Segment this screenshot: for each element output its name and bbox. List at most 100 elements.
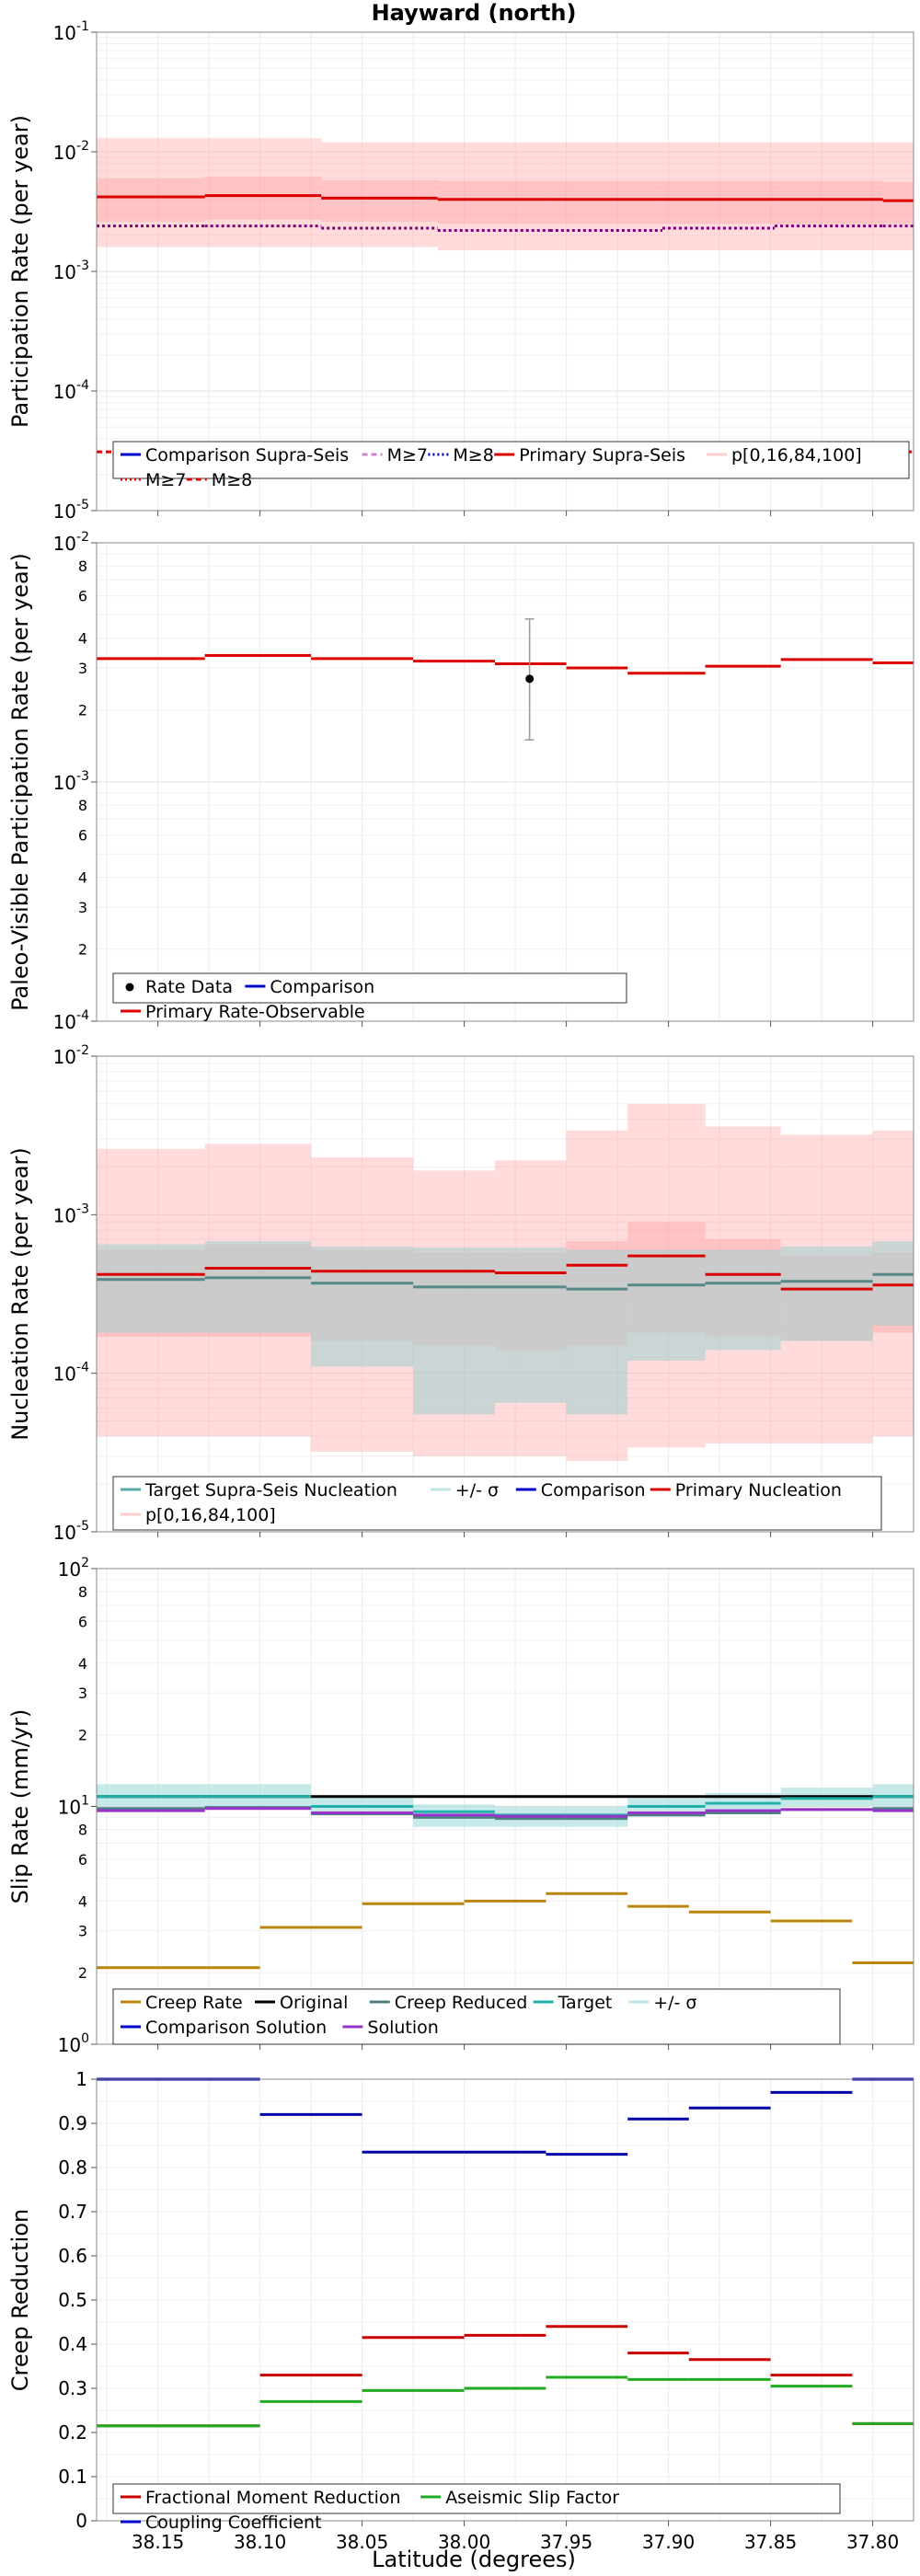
band-p-0-16-84-100- [549,142,662,251]
y-tick-label: 0.9 [58,2112,87,2134]
band-- [627,1249,706,1362]
band-- [705,1249,781,1351]
y-tick-label: 1 [75,2068,87,2090]
band-p-0-16-84-100- [204,138,322,247]
legend: Target Supra-Seis Nucleation +/- σ Compari… [112,1476,882,1531]
y-minor-label: 3 [78,1923,87,1940]
grid [97,32,914,512]
legend-label: p[0,16,84,100] [145,1505,276,1525]
y-axis-label: Creep Reduction [7,2209,33,2391]
y-tick-label: 10-3 [53,1202,89,1226]
legend-box [112,1476,882,1531]
y-minor-label: 2 [78,702,87,719]
legend-label: M≥7 [387,445,428,466]
y-minor-label: 2 [78,941,87,959]
legend-marker [125,983,134,992]
y-tick-label: 10-5 [53,1519,89,1544]
y-minor-label: 4 [78,1655,87,1673]
legend-label: Primary Supra-Seis [519,445,685,466]
y-tick-label: 10-3 [53,769,89,794]
y-tick-label: 100 [58,2031,89,2056]
chart-slip: 100 101 102 2 3 4 6 8 2 3 4 6 8 Slip Rate (mm/yr) Cree… [7,1556,914,2056]
legend-label: M≥8 [212,470,252,490]
y-minor-label: 2 [78,1727,87,1744]
plot-frame [96,1055,914,1533]
y-axis-label: Participation Rate (per year) [7,115,33,428]
legend-label: +/- σ [455,1480,499,1501]
legend-box [112,2483,841,2514]
band-- [494,1248,567,1403]
band-p-0-16-84-100- [775,142,883,251]
band-p-0-16-84-100- [661,142,776,251]
y-tick-label: 10-1 [53,19,89,44]
y-tick-label: 0 [75,2510,87,2532]
y-tick-label: 10-5 [53,498,89,523]
y-minor-label: 3 [78,899,87,916]
x-tick-label: 38.05 [336,2531,388,2553]
band-- [872,1241,914,1326]
y-tick-label: 102 [58,1556,89,1581]
y-tick-label: 101 [58,1794,89,1819]
band-- [566,1249,628,1415]
band-p-16-84- [437,180,550,224]
y-tick-label: 0.2 [58,2421,87,2444]
y-tick-label: 10-3 [53,259,89,283]
chart-nucleation: 10-5 10-4 10-3 10-2 Nucleation Rate (per yea… [7,1043,914,1544]
y-tick-label: 0.5 [58,2289,87,2311]
legend-label: Comparison [270,977,374,997]
x-tick-label: 38.10 [234,2531,286,2553]
y-tick-label: 0.7 [58,2201,87,2223]
band-p-16-84- [97,178,205,223]
legend-label: M≥7 [145,470,186,490]
legend-label: +/- σ [653,1993,696,2013]
x-tick-label: 37.80 [846,2531,899,2553]
legend-label: Comparison Supra-Seis [145,445,349,466]
legend: Fractional Moment Reduction Aseismic Slip… [112,2483,841,2533]
x-tick-label: 38.15 [132,2531,184,2553]
y-tick-label: 10-2 [53,530,89,555]
x-tick-label: 38.00 [438,2531,490,2553]
rate-data-point [525,674,535,684]
y-minor-label: 2 [78,1964,87,1982]
figure-title: Hayward (north) [372,0,577,26]
legend-label: M≥8 [453,445,493,466]
y-minor-label: 8 [78,1583,87,1601]
band-p-0-16-84-100- [437,142,550,251]
band-- [204,1241,312,1333]
grid [97,2078,914,2522]
legend-label: Target [558,1993,613,2013]
band-p-16-84- [204,176,322,220]
y-tick-label: 10-4 [53,378,90,403]
band-- [780,1246,873,1341]
y-tick-label: 10-2 [53,1043,89,1068]
legend-box [112,972,627,1004]
y-tick-label: 10-4 [53,1008,90,1033]
legend-label: Creep Rate [145,1993,243,2013]
legend-label: Original [280,1993,348,2013]
legend-label: Comparison [541,1480,646,1501]
y-tick-label: 0.1 [58,2466,87,2488]
y-tick-label: 0.3 [58,2377,87,2399]
y-tick-label: 10-4 [53,1361,90,1386]
x-axis-label: Latitude (degrees) [372,2547,576,2572]
x-tick-label: 37.85 [744,2531,797,2553]
band-p-16-84- [321,179,438,223]
legend-label: Creep Reduced [395,1993,527,2013]
legend-label: p[0,16,84,100] [731,445,862,466]
legend-box [112,1988,841,2045]
y-minor-label: 4 [78,1892,87,1910]
y-minor-label: 8 [78,797,87,814]
legend-label: Solution [367,2018,438,2038]
y-minor-label: 6 [78,827,87,845]
legend-label: Primary Nucleation [675,1480,842,1501]
band-p-0-16-84-100- [882,142,914,251]
y-tick-label: 0.8 [58,2156,87,2179]
y-minor-label: 4 [78,868,87,886]
chart-paleo: 10-4 10-3 10-2 2 3 4 6 8 2 3 4 6 8 Paleo-Visible Part… [7,530,914,1033]
y-minor-label: 3 [78,660,87,677]
legend-label: Coupling Coefficient [145,2513,322,2533]
x-tick-label: 37.95 [540,2531,592,2553]
band-- [311,1796,414,1813]
chart-creep: 0 0.1 0.2 0.3 0.4 0.5 0.6 0.7 0.8 0.9 1 Creep Reduc… [7,2068,914,2553]
legend-label: Primary Rate-Observable [145,1002,365,1022]
